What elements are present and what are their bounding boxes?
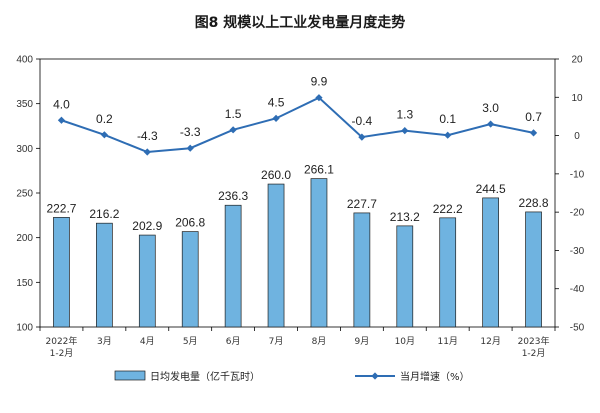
line-point	[57, 116, 66, 124]
bar-value-label: 228.8	[519, 196, 549, 210]
legend-bar-swatch	[114, 370, 146, 381]
bar	[267, 183, 285, 328]
line-value-label: 1.5	[225, 107, 242, 121]
bar	[353, 212, 371, 328]
bar	[181, 231, 199, 328]
bar	[96, 222, 113, 328]
x-tick-label: 4月	[140, 336, 155, 347]
bar-value-label: 222.7	[46, 201, 76, 215]
line-point	[401, 126, 409, 135]
line-value-label: -0.4	[352, 114, 373, 128]
x-tick-label: 6月	[226, 336, 241, 347]
x-tick-label: 10月	[395, 336, 415, 347]
line-value-label: 0.1	[439, 112, 456, 126]
line-point	[487, 120, 495, 128]
x-tick-label: 8月	[312, 336, 327, 347]
line-point	[186, 144, 194, 152]
bar-value-label: 206.8	[175, 216, 205, 230]
line-value-label: 0.2	[96, 112, 113, 126]
line-point	[315, 94, 323, 102]
bar	[138, 234, 156, 328]
bar-value-label: 244.5	[476, 182, 506, 196]
bar	[439, 217, 457, 328]
bar-value-label: 222.2	[433, 202, 463, 216]
x-tick-label: 2023年 1-2月	[518, 335, 550, 359]
y-left-tick-label: 300	[16, 144, 33, 155]
bar	[310, 178, 328, 328]
y-right-tick-label: 0	[574, 131, 580, 142]
growth-line	[61, 96, 534, 154]
bar	[224, 204, 242, 328]
bar-value-label: 202.9	[132, 219, 162, 233]
y-left-tick-label: 250	[16, 189, 33, 200]
bar-value-label: 216.2	[89, 207, 119, 221]
line-point	[229, 126, 237, 134]
legend-line-label: 当月增速（%）	[400, 370, 470, 383]
line-value-label: -3.3	[180, 125, 201, 139]
legend-bar-label: 日均发电量（亿千瓦时）	[150, 370, 260, 383]
y-right-tick-label: -30	[570, 246, 585, 257]
bar	[53, 217, 70, 328]
x-tick-label: 2022年 1-2月	[46, 335, 78, 359]
line-value-label: 4.5	[268, 95, 285, 109]
x-tick-label: 7月	[269, 336, 284, 347]
bar	[482, 197, 499, 328]
line-point	[529, 129, 538, 137]
chart-title: 图8 规模以上工业发电量月度走势	[195, 14, 406, 31]
line-point	[100, 131, 108, 139]
y-right-tick-label: 20	[571, 55, 583, 66]
line-point	[143, 148, 151, 156]
bar	[396, 225, 414, 328]
y-right-tick-label: -50	[570, 323, 585, 334]
bar-value-label: 260.0	[261, 168, 291, 182]
x-tick-label: 5月	[183, 336, 198, 347]
line-point	[358, 133, 366, 141]
x-tick-label: 9月	[355, 336, 370, 347]
line-point	[272, 114, 280, 122]
line-value-label: 0.7	[525, 110, 542, 124]
legend: 日均发电量（亿千瓦时） 当月增速（%）	[114, 370, 470, 383]
line-value-label: -4.3	[137, 129, 158, 143]
bar-value-label: 227.7	[347, 197, 377, 211]
bar-value-label: 266.1	[304, 163, 334, 177]
legend-line-marker	[371, 372, 379, 380]
y-right-tick-label: -20	[570, 208, 585, 219]
line-value-label: 1.3	[396, 108, 413, 122]
x-tick-label: 3月	[97, 336, 112, 347]
plot-area: 100 150 200 250 300 350 400 -50 -40 -30 -20 -10 0 10 2…	[16, 55, 584, 360]
line-value-label: 4.0	[53, 97, 70, 111]
x-tick-label: 11月	[437, 336, 457, 347]
y-left-tick-label: 400	[16, 55, 33, 66]
y-left-tick-label: 100	[16, 323, 33, 334]
y-left-tick-label: 150	[16, 278, 33, 289]
x-tick-label: 12月	[480, 336, 500, 347]
bar-value-label: 236.3	[218, 189, 248, 203]
y-right-tick-label: 10	[571, 93, 583, 104]
line-point	[444, 131, 452, 139]
line-value-label: 9.9	[311, 75, 328, 89]
y-right-tick-label: -10	[570, 169, 585, 180]
y-left-tick-label: 200	[16, 233, 33, 244]
y-left-tick-label: 350	[16, 99, 33, 110]
line-value-label: 3.0	[482, 101, 499, 115]
bar	[525, 211, 542, 328]
y-right-tick-label: -40	[570, 284, 585, 295]
bar-value-label: 213.2	[390, 210, 420, 224]
